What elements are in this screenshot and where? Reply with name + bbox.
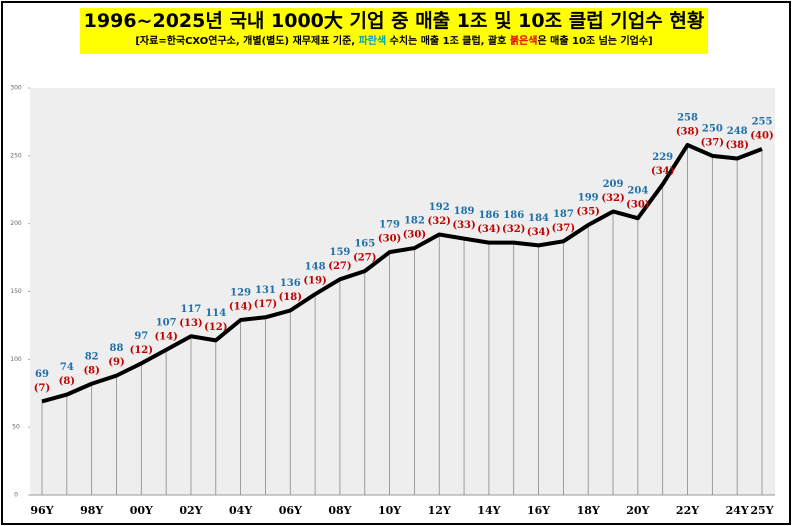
value-label: 159: [329, 247, 350, 258]
value-label: 165: [354, 239, 375, 250]
data-line: [41, 142, 763, 404]
y-tick-label: 200: [10, 220, 22, 227]
value-label-10t: (17): [254, 299, 277, 310]
value-label-10t: (8): [59, 376, 75, 387]
x-tick-label: 02Y: [179, 504, 202, 517]
value-label-10t: (7): [34, 383, 50, 394]
subtitle-part: [자료=한국CXO연구소, 개별(별도) 재무제표 기준,: [135, 36, 359, 47]
value-label: 186: [503, 210, 524, 221]
x-tick-label: 25Y: [750, 504, 773, 517]
x-tick-label: 20Y: [626, 504, 649, 517]
value-label-10t: (32): [502, 224, 525, 235]
value-label-10t: (12): [204, 322, 227, 333]
value-label: 148: [305, 262, 326, 273]
value-label: 248: [727, 126, 748, 137]
y-tick-label: 300: [10, 85, 22, 92]
x-tick-label: 12Y: [428, 504, 451, 517]
value-label-10t: (32): [428, 216, 451, 227]
chart-subtitle: [자료=한국CXO연구소, 개별(별도) 재무제표 기준, 파란색 수치는 매출…: [80, 34, 708, 50]
x-tick-label: 22Y: [676, 504, 699, 517]
value-label: 204: [627, 186, 648, 197]
value-label: 187: [553, 209, 574, 220]
x-tick-label: 06Y: [279, 504, 302, 517]
subtitle-part: 수치는 매출 1조 클럽, 괄호: [386, 36, 510, 47]
value-label-10t: (40): [750, 131, 773, 142]
value-label-10t: (34): [527, 227, 550, 238]
value-label-10t: (32): [601, 193, 624, 204]
value-label: 199: [578, 193, 599, 204]
y-tick-label: 50: [12, 424, 20, 431]
value-label: 117: [181, 304, 202, 315]
x-tick-label: 04Y: [229, 504, 252, 517]
x-tick-label: 24Y: [726, 504, 749, 517]
value-label: 186: [478, 210, 499, 221]
value-label: 209: [603, 179, 624, 190]
value-label-10t: (30): [378, 234, 401, 245]
value-label: 250: [702, 123, 723, 134]
value-label: 82: [85, 351, 99, 362]
subtitle-part: 은 매출 10조 넘는 기업수]: [537, 36, 653, 47]
y-tick-label: 100: [10, 356, 22, 363]
value-label-10t: (9): [108, 357, 124, 368]
value-label: 179: [379, 220, 400, 231]
value-label: 255: [752, 117, 773, 128]
value-label: 69: [35, 369, 49, 380]
value-label-10t: (34): [651, 166, 674, 177]
value-label: 229: [652, 152, 673, 163]
value-label-10t: (12): [130, 345, 153, 356]
y-tick-label: 150: [10, 288, 22, 295]
chart-title: 1996~2025년 국내 1000大 기업 중 매출 1조 및 10조 클럽 …: [83, 10, 705, 32]
value-label: 131: [255, 285, 276, 296]
x-tick-label: 16Y: [527, 504, 550, 517]
x-tick-label: 00Y: [130, 504, 153, 517]
subtitle-part: 파란색: [358, 36, 387, 47]
value-label-10t: (13): [179, 318, 202, 329]
value-label-10t: (35): [577, 207, 600, 218]
value-label: 182: [404, 216, 425, 227]
value-label: 97: [134, 331, 148, 342]
value-label-10t: (14): [154, 331, 177, 342]
x-tick-label: 96Y: [30, 504, 53, 517]
x-tick-label: 14Y: [477, 504, 500, 517]
value-label-10t: (14): [229, 301, 252, 312]
value-label: 129: [230, 287, 251, 298]
x-tick-label: 18Y: [577, 504, 600, 517]
value-label-10t: (34): [477, 224, 500, 235]
value-label-10t: (37): [552, 223, 575, 234]
value-label-10t: (38): [725, 140, 748, 151]
x-tick-label: 98Y: [80, 504, 103, 517]
value-label: 88: [110, 343, 124, 354]
value-label-10t: (33): [452, 220, 475, 231]
value-label: 136: [280, 278, 301, 289]
value-label-10t: (27): [328, 261, 351, 272]
value-label-10t: (38): [676, 126, 699, 137]
plot-area: [30, 88, 775, 495]
y-tick-label: 250: [10, 152, 22, 159]
value-label-10t: (37): [701, 137, 724, 148]
value-label-10t: (19): [303, 276, 326, 287]
y-tick-label: 0: [14, 492, 18, 499]
value-label-10t: (18): [279, 292, 302, 303]
title-box: 1996~2025년 국내 1000大 기업 중 매출 1조 및 10조 클럽 …: [80, 8, 708, 54]
value-label: 74: [60, 362, 74, 373]
value-label: 192: [429, 202, 450, 213]
x-tick-label: 10Y: [378, 504, 401, 517]
value-label: 114: [205, 308, 226, 319]
value-label: 107: [156, 317, 177, 328]
value-label-10t: (27): [353, 253, 376, 264]
value-label: 258: [677, 112, 698, 123]
subtitle-part: 붉은색: [509, 36, 538, 47]
value-label: 184: [528, 213, 549, 224]
value-label-10t: (8): [83, 365, 99, 376]
value-label-10t: (30): [626, 200, 649, 211]
value-label: 189: [454, 206, 475, 217]
x-tick-label: 08Y: [328, 504, 351, 517]
value-label-10t: (30): [403, 230, 426, 241]
